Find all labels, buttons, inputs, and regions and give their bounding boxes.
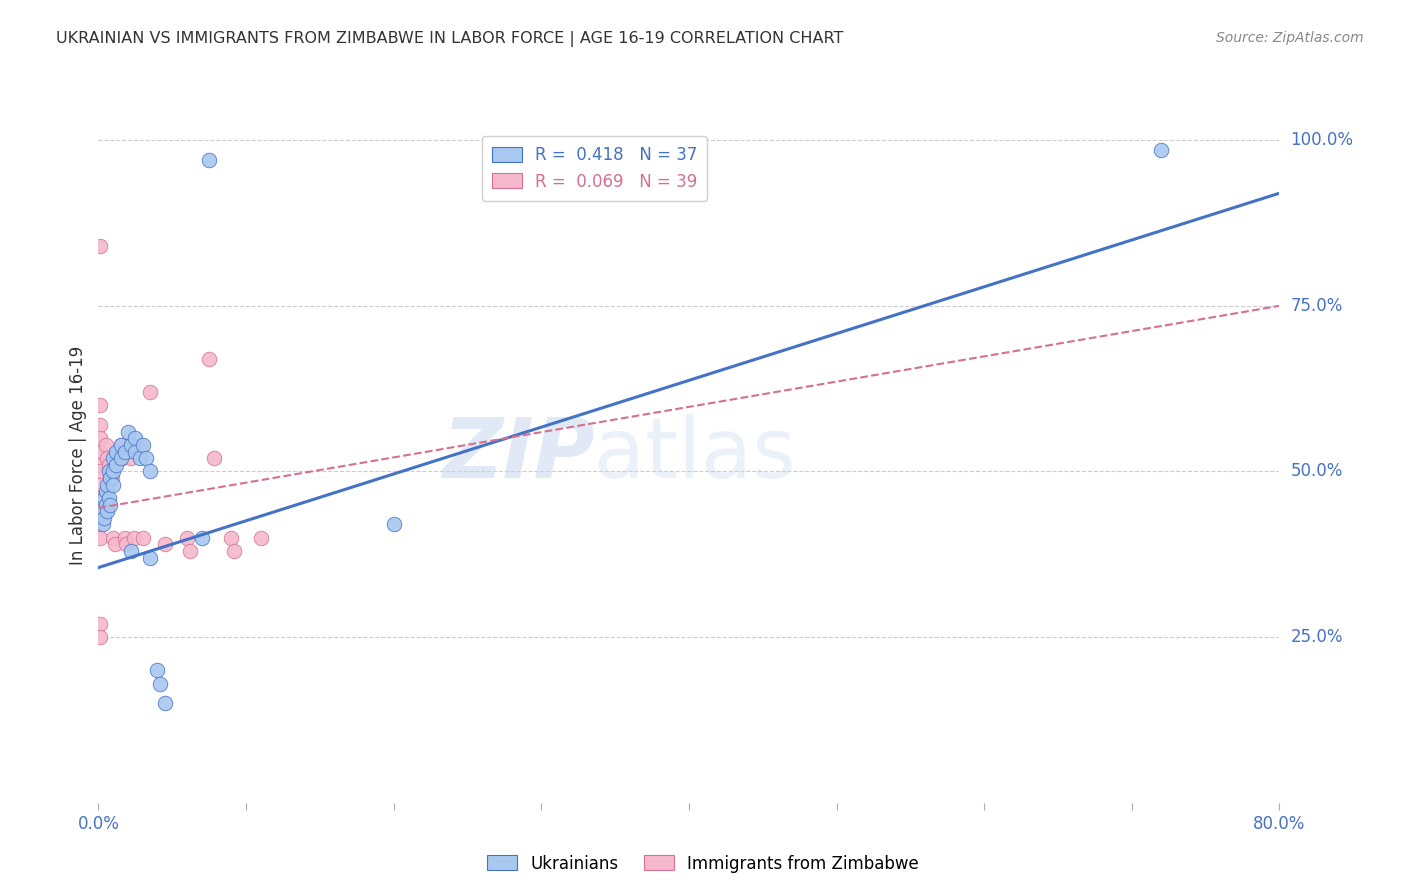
Point	[103, 451, 125, 466]
Point	[110, 438, 132, 452]
Text: UKRAINIAN VS IMMIGRANTS FROM ZIMBABWE IN LABOR FORCE | AGE 16-19 CORRELATION CHA: UKRAINIAN VS IMMIGRANTS FROM ZIMBABWE IN…	[56, 31, 844, 47]
Point	[124, 431, 146, 445]
Point	[104, 537, 127, 551]
Point	[89, 398, 111, 412]
Point	[117, 425, 139, 439]
Point	[89, 477, 111, 491]
Point	[94, 484, 117, 499]
Point	[176, 531, 198, 545]
Y-axis label: In Labor Force | Age 16-19: In Labor Force | Age 16-19	[69, 345, 87, 565]
Point	[105, 444, 128, 458]
Point	[149, 676, 172, 690]
Point	[89, 531, 111, 545]
Point	[224, 544, 246, 558]
Point	[89, 511, 111, 525]
Point	[89, 616, 111, 631]
Point	[90, 504, 112, 518]
Point	[198, 351, 221, 366]
Point	[139, 550, 162, 565]
Point	[98, 498, 121, 512]
Text: 25.0%: 25.0%	[1291, 628, 1343, 646]
Point	[93, 491, 115, 505]
Point	[103, 477, 125, 491]
Point	[89, 444, 111, 458]
Point	[97, 458, 120, 472]
Point	[93, 511, 115, 525]
Point	[96, 451, 118, 466]
Point	[94, 438, 117, 452]
Text: 75.0%: 75.0%	[1291, 297, 1343, 315]
Point	[98, 471, 121, 485]
Point	[132, 531, 155, 545]
Point	[94, 498, 117, 512]
Point	[139, 465, 162, 479]
Point	[114, 531, 136, 545]
Point	[111, 451, 134, 466]
Point	[382, 517, 405, 532]
Point	[135, 451, 157, 466]
Point	[132, 438, 155, 452]
Point	[124, 444, 146, 458]
Point	[89, 517, 111, 532]
Point	[89, 504, 111, 518]
Point	[89, 465, 111, 479]
Point	[105, 458, 128, 472]
Point	[191, 531, 214, 545]
Point	[89, 418, 111, 433]
Point	[89, 431, 111, 445]
Point	[120, 438, 142, 452]
Point	[96, 504, 118, 518]
Text: Source: ZipAtlas.com: Source: ZipAtlas.com	[1216, 31, 1364, 45]
Point	[98, 465, 121, 479]
Point	[110, 438, 132, 452]
Point	[114, 444, 136, 458]
Point	[97, 465, 120, 479]
Point	[202, 451, 225, 466]
Point	[115, 537, 138, 551]
Text: atlas: atlas	[595, 415, 796, 495]
Point	[120, 544, 142, 558]
Point	[120, 451, 142, 466]
Point	[100, 471, 122, 485]
Point	[128, 451, 150, 466]
Point	[103, 531, 125, 545]
Point	[1150, 143, 1173, 157]
Point	[198, 153, 221, 167]
Legend: Ukrainians, Immigrants from Zimbabwe: Ukrainians, Immigrants from Zimbabwe	[481, 848, 925, 880]
Point	[97, 491, 120, 505]
Point	[91, 517, 114, 532]
Point	[146, 663, 169, 677]
Point	[96, 477, 118, 491]
Point	[89, 491, 111, 505]
Point	[250, 531, 273, 545]
Point	[153, 697, 176, 711]
Point	[103, 465, 125, 479]
Point	[139, 384, 162, 399]
Point	[122, 531, 145, 545]
Text: ZIP: ZIP	[441, 415, 595, 495]
Point	[89, 239, 111, 253]
Point	[219, 531, 242, 545]
Point	[179, 544, 201, 558]
Point	[89, 630, 111, 644]
Point	[110, 451, 132, 466]
Text: 100.0%: 100.0%	[1291, 131, 1354, 149]
Point	[153, 537, 176, 551]
Text: 50.0%: 50.0%	[1291, 462, 1343, 481]
Legend: R =  0.418   N = 37, R =  0.069   N = 39: R = 0.418 N = 37, R = 0.069 N = 39	[482, 136, 707, 201]
Point	[89, 458, 111, 472]
Point	[128, 438, 150, 452]
